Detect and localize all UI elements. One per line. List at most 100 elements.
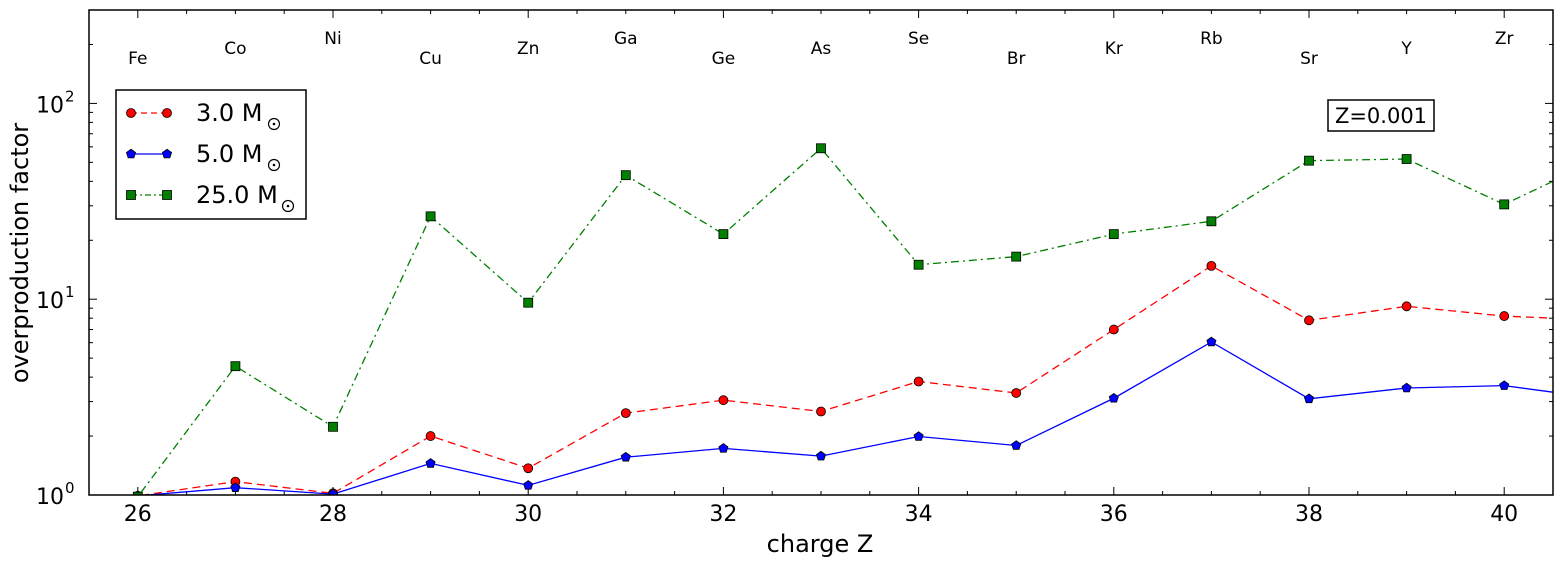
data-point: [620, 451, 631, 462]
data-point: [1499, 311, 1510, 321]
series-line: [89, 265, 1553, 495]
data-point: [1206, 336, 1217, 347]
data-point: [1206, 260, 1217, 271]
element-label-rb: Rb: [1200, 29, 1223, 49]
data-point: [620, 408, 631, 419]
element-label-zr: Zr: [1495, 29, 1514, 49]
data-point: [1011, 251, 1022, 262]
element-label-ga: Ga: [614, 29, 638, 49]
legend-label: 25.0 M: [196, 181, 278, 209]
data-point: [913, 259, 924, 270]
series-line: [89, 341, 1553, 495]
element-label-br: Br: [1007, 49, 1026, 69]
data-point: [425, 211, 436, 222]
data-point: [1011, 440, 1022, 450]
legend-entries: 3.0 M 5.0 M 25.0 M: [125, 99, 295, 213]
x-tick-label: 30: [514, 502, 542, 527]
plot-frame: [88, 9, 1554, 496]
data-point: [425, 458, 436, 468]
x-tick-label: 28: [319, 502, 347, 527]
sun-symbol-icon: [281, 199, 295, 213]
data-point: [620, 170, 631, 181]
data-point: [1206, 216, 1217, 227]
data-point: [1108, 392, 1119, 403]
data-point: [1011, 388, 1022, 398]
element-label-ge: Ge: [712, 49, 736, 69]
sun-symbol-dot: [272, 163, 276, 167]
element-label-cu: Cu: [419, 49, 442, 69]
data-point: [523, 297, 534, 308]
y-tick-exponent: 0: [65, 479, 75, 497]
data-point: [425, 431, 436, 441]
y-tick-label: 10: [36, 93, 64, 118]
data-point: [1304, 155, 1314, 166]
data-point: [523, 480, 534, 490]
data-point: [1303, 393, 1315, 404]
x-tick-label: 40: [1490, 502, 1518, 527]
data-point: [718, 443, 729, 453]
data-point: [913, 376, 924, 387]
data-point: [913, 431, 924, 441]
series-1: [89, 260, 1553, 495]
tick-marks: [89, 9, 1553, 496]
data-point: [816, 143, 826, 154]
annotation-text: Z=0.001: [1335, 104, 1427, 128]
data-point: [718, 395, 729, 406]
x-tick-label: 34: [905, 502, 933, 527]
data-point: [1108, 229, 1119, 240]
sun-symbol-dot: [272, 122, 276, 126]
data-point: [815, 450, 827, 461]
element-label-ni: Ni: [324, 29, 341, 49]
data-point: [132, 491, 143, 495]
element-label-zn: Zn: [517, 39, 539, 59]
x-tick-label: 36: [1100, 502, 1128, 527]
sun-symbol-icon: [267, 117, 281, 131]
data-point: [230, 482, 241, 492]
legend-marker: [162, 108, 172, 118]
x-tick-label: 38: [1295, 502, 1323, 527]
data-point: [230, 361, 241, 372]
element-label-co: Co: [224, 39, 246, 59]
data-point: [1499, 380, 1510, 390]
y-tick-exponent: 1: [65, 283, 75, 301]
y-tick-exponent: 2: [65, 87, 75, 105]
legend-entry-1: 3.0 M: [126, 99, 281, 131]
y-axis-label: overproduction factor: [6, 123, 34, 383]
y-tick-label: 10: [36, 485, 64, 510]
legend-marker: [162, 190, 172, 200]
data-point: [1304, 315, 1314, 326]
series-2: [89, 336, 1553, 495]
y-tick-label: 10: [36, 289, 64, 314]
data-point: [816, 406, 826, 417]
data-point: [523, 463, 534, 474]
annotation-box: [1327, 99, 1435, 132]
legend-marker: [126, 190, 136, 200]
metallicity-annotation: Z=0.001: [1327, 99, 1435, 132]
legend-entry-3: 25.0 M: [126, 181, 295, 213]
legend-entry-2: 5.0 M: [125, 140, 281, 172]
element-labels: Fe Co Ni Cu Zn Ga Ge As Se Br Kr Rb Sr Y Zr: [128, 29, 1513, 69]
series-3: [89, 143, 1553, 495]
element-label-sr: Sr: [1300, 49, 1318, 69]
element-label-as: As: [811, 39, 832, 59]
data-point: [1401, 154, 1412, 164]
data-point: [328, 421, 338, 432]
data-point: [1108, 324, 1119, 335]
element-label-y: Y: [1400, 39, 1412, 59]
element-label-fe: Fe: [128, 49, 147, 69]
x-tick-labels: 26 28 30 32 34 36 38 40: [124, 502, 1518, 527]
data-point: [1401, 301, 1412, 312]
x-tick-label: 32: [709, 502, 737, 527]
series-line: [89, 147, 1553, 495]
legend-label: 5.0 M: [196, 140, 263, 168]
sun-symbol-dot: [286, 204, 290, 208]
data-point: [718, 229, 729, 240]
legend-label: 3.0 M: [196, 99, 263, 127]
data-point: [327, 488, 339, 495]
legend: 3.0 M 5.0 M 25.0 M: [115, 89, 307, 220]
element-label-kr: Kr: [1105, 39, 1123, 59]
legend-marker: [126, 108, 136, 118]
x-axis-label: charge Z: [767, 530, 874, 558]
